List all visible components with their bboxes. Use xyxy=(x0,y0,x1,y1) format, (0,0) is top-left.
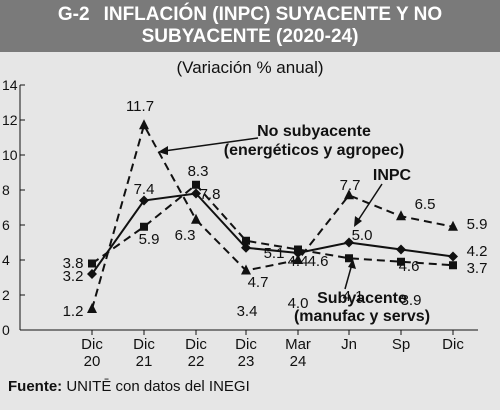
x-tick-label: Dic xyxy=(185,336,207,353)
series-line-inpc xyxy=(91,192,454,275)
data-label-inpc: 4.4 xyxy=(288,253,309,270)
title-bar xyxy=(0,0,500,52)
data-point-no-subyacente xyxy=(396,210,406,221)
data-point-subyacente xyxy=(242,236,250,245)
x-tick-label: 21 xyxy=(136,353,153,370)
data-label-subyacente: 3.9 xyxy=(401,292,422,309)
y-tick-label: 10 xyxy=(2,147,18,163)
data-point-inpc xyxy=(87,269,97,279)
chart-subtitle: (Variación % anual) xyxy=(176,58,324,77)
data-point-subyacente xyxy=(88,259,96,268)
x-tick-label: Jn xyxy=(341,336,357,353)
data-label-no-subyacente: 3.4 xyxy=(237,303,258,320)
data-point-inpc xyxy=(448,251,458,262)
data-label-inpc: 4.7 xyxy=(248,274,269,291)
y-tick-label: 12 xyxy=(2,112,18,128)
series-label-inpc: INPC xyxy=(373,167,412,184)
data-point-no-subyacente xyxy=(87,303,97,313)
annotation-arrow-no-subyacente xyxy=(163,137,259,152)
data-label-no-subyacente: 1.2 xyxy=(63,303,84,320)
data-point-no-subyacente xyxy=(241,264,251,275)
data-point-subyacente xyxy=(192,180,200,189)
x-tick-label: Sp xyxy=(392,336,410,353)
data-label-inpc: 4.2 xyxy=(467,243,488,260)
data-label-inpc: 5.0 xyxy=(352,227,373,244)
x-tick-label: 24 xyxy=(290,353,307,370)
y-tick-label: 14 xyxy=(2,77,18,93)
y-tick-label: 4 xyxy=(2,252,10,268)
series-label-subyacente: Subyacente xyxy=(317,290,407,307)
chart-title-line2: SUBYACENTE (2020-24) xyxy=(141,26,359,47)
data-label-subyacente: 8.3 xyxy=(188,163,209,180)
series-label-no-subyacente: (energéticos y agropec) xyxy=(224,142,405,159)
data-point-subyacente xyxy=(294,245,302,254)
data-label-inpc: 4.6 xyxy=(399,258,420,275)
data-point-no-subyacente xyxy=(191,213,201,224)
data-label-no-subyacente: 11.7 xyxy=(126,98,154,115)
annotation-arrow-inpc xyxy=(356,183,383,223)
data-point-subyacente xyxy=(140,222,148,231)
data-point-inpc xyxy=(191,188,201,199)
chart-number: G-2 xyxy=(57,4,90,25)
data-label-subyacente: 5.1 xyxy=(264,245,285,262)
data-label-subyacente: 4.1 xyxy=(343,288,364,305)
annotation-arrowhead-inpc xyxy=(354,216,362,227)
y-tick-label: 6 xyxy=(2,217,10,233)
data-point-no-subyacente xyxy=(344,189,354,200)
annotation-arrow-subyacente xyxy=(344,263,353,290)
y-tick-label: 8 xyxy=(2,182,10,198)
series-label-no-subyacente: No subyacente xyxy=(257,123,371,140)
data-point-subyacente xyxy=(397,257,405,266)
data-label-subyacente: 3.8 xyxy=(63,255,84,272)
chart-title-line1: INFLACIÓN (INPC) SUYACENTE Y NO xyxy=(103,4,443,25)
data-point-inpc xyxy=(139,195,149,206)
x-tick-label: Dic xyxy=(235,336,257,353)
x-tick-label: 20 xyxy=(84,353,101,370)
source-note: Fuente: UNITĒ con datos del INEGI xyxy=(8,378,250,395)
data-label-subyacente: 3.7 xyxy=(467,260,488,277)
data-point-subyacente xyxy=(449,261,457,270)
x-tick-label: 22 xyxy=(188,353,205,370)
x-tick-label: Dic xyxy=(442,336,464,353)
data-label-no-subyacente: 7.7 xyxy=(340,177,361,194)
data-label-inpc: 7.4 xyxy=(134,181,155,198)
y-tick-label: 0 xyxy=(2,322,10,338)
data-label-inpc: 7.8 xyxy=(200,186,221,203)
data-point-inpc xyxy=(396,244,406,255)
data-point-no-subyacente xyxy=(139,119,149,130)
data-label-subyacente: 5.9 xyxy=(139,231,160,248)
x-tick-label: Dic xyxy=(133,336,155,353)
data-point-no-subyacente xyxy=(293,254,303,264)
x-tick-label: Dic xyxy=(81,336,103,353)
annotation-arrowhead-subyacente xyxy=(348,259,356,269)
x-tick-label: 23 xyxy=(238,353,255,370)
x-tick-label: Mar xyxy=(285,336,311,353)
data-label-no-subyacente: 6.3 xyxy=(175,227,196,244)
data-label-no-subyacente: 6.5 xyxy=(415,196,436,213)
data-label-inpc: 3.2 xyxy=(63,268,84,285)
data-point-subyacente xyxy=(345,254,353,263)
data-label-subyacente: 4.6 xyxy=(308,253,329,270)
series-line-subyacente xyxy=(91,183,454,267)
data-point-inpc xyxy=(344,237,354,248)
data-point-inpc xyxy=(241,242,251,253)
annotation-arrowhead-no-subyacente xyxy=(158,146,168,155)
data-point-no-subyacente xyxy=(448,220,458,231)
source-label: Fuente: xyxy=(8,378,63,395)
data-label-no-subyacente: 4.0 xyxy=(288,295,309,312)
y-tick-label: 2 xyxy=(2,287,10,303)
source-text: UNITĒ con datos del INEGI xyxy=(66,378,250,395)
series-label-subyacente: (manufac y servs) xyxy=(294,308,430,325)
data-label-no-subyacente: 5.9 xyxy=(467,216,488,233)
series-line-no-subyacente xyxy=(91,122,454,310)
chart-title: G-2 INFLACIÓN (INPC) SUYACENTE Y NO SUBYA… xyxy=(0,4,500,48)
